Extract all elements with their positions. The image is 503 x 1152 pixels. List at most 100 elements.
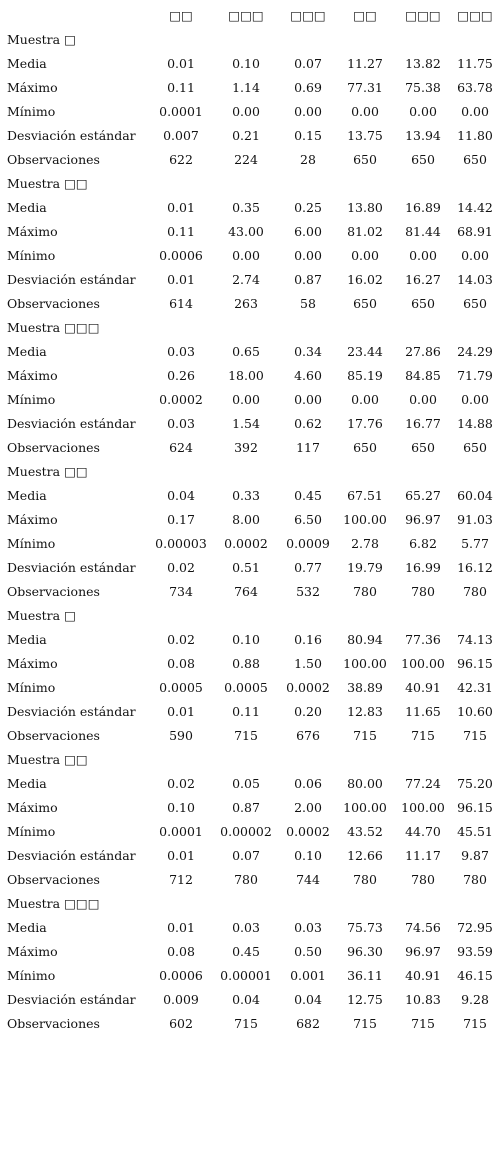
cell-value: 650 [353, 152, 377, 167]
cell-value: 24.29 [457, 344, 493, 359]
row-label: Observaciones [7, 584, 100, 599]
cell-value: 65.27 [405, 488, 441, 503]
cell-value: 16.77 [405, 416, 441, 431]
cell-value: 0.08 [167, 944, 195, 959]
cell-value: 16.02 [347, 272, 383, 287]
cell-value: 0.77 [294, 560, 322, 575]
cell-value: 0.007 [163, 128, 199, 143]
cell-value: 0.08 [167, 656, 195, 671]
cell-value: 0.62 [294, 416, 322, 431]
row-label: Desviación estándar [7, 704, 136, 719]
cell-value: 715 [353, 728, 377, 743]
cell-value: 0.01 [167, 200, 195, 215]
cell-value: 11.80 [457, 128, 493, 143]
cell-value: 0.11 [167, 80, 195, 95]
row-label: Observaciones [7, 296, 100, 311]
cell-value: 96.30 [347, 944, 383, 959]
cell-value: 715 [411, 1016, 435, 1031]
cell-value: 6.00 [294, 224, 322, 239]
cell-value: 77.31 [347, 80, 383, 95]
cell-value: 0.00 [294, 392, 322, 407]
cell-value: 0.11 [232, 704, 260, 719]
section-title: Muestra □ [7, 608, 76, 623]
cell-value: 6.50 [294, 512, 322, 527]
row-label: Máximo [7, 800, 58, 815]
cell-value: 0.87 [232, 800, 260, 815]
row-label: Mínimo [7, 968, 56, 983]
cell-value: 0.20 [294, 704, 322, 719]
cell-value: 18.00 [228, 368, 264, 383]
cell-value: 0.04 [294, 992, 322, 1007]
row-label: Desviación estándar [7, 416, 136, 431]
cell-value: 0.00 [409, 392, 437, 407]
cell-value: 8.00 [232, 512, 260, 527]
cell-value: 0.00003 [155, 536, 207, 551]
cell-value: 780 [463, 584, 487, 599]
cell-value: 715 [234, 728, 258, 743]
cell-value: 12.75 [347, 992, 383, 1007]
cell-value: 715 [463, 1016, 487, 1031]
cell-value: 0.00 [232, 104, 260, 119]
cell-value: 590 [169, 728, 193, 743]
cell-value: 715 [234, 1016, 258, 1031]
cell-value: 650 [411, 296, 435, 311]
cell-value: 96.97 [405, 512, 441, 527]
cell-value: 0.03 [167, 416, 195, 431]
cell-value: 13.80 [347, 200, 383, 215]
cell-value: 0.00 [351, 392, 379, 407]
cell-value: 117 [296, 440, 320, 455]
cell-value: 780 [353, 872, 377, 887]
cell-value: 676 [296, 728, 320, 743]
cell-value: 63.78 [457, 80, 493, 95]
cell-value: 71.79 [457, 368, 493, 383]
cell-value: 0.001 [290, 968, 326, 983]
cell-value: 68.91 [457, 224, 493, 239]
cell-value: 624 [169, 440, 193, 455]
cell-value: 77.36 [405, 632, 441, 647]
cell-value: 650 [411, 152, 435, 167]
cell-value: 100.00 [401, 656, 445, 671]
cell-value: 224 [234, 152, 258, 167]
cell-value: 9.28 [461, 992, 489, 1007]
cell-value: 764 [234, 584, 258, 599]
column-header: □□□ [405, 8, 441, 23]
cell-value: 650 [463, 440, 487, 455]
cell-value: 780 [411, 872, 435, 887]
column-header: □□ [169, 8, 193, 23]
cell-value: 0.03 [167, 344, 195, 359]
cell-value: 96.97 [405, 944, 441, 959]
cell-value: 84.85 [405, 368, 441, 383]
cell-value: 16.27 [405, 272, 441, 287]
cell-value: 650 [353, 296, 377, 311]
cell-value: 744 [296, 872, 320, 887]
cell-value: 58 [300, 296, 316, 311]
cell-value: 734 [169, 584, 193, 599]
cell-value: 100.00 [343, 800, 387, 815]
cell-value: 392 [234, 440, 258, 455]
cell-value: 715 [353, 1016, 377, 1031]
cell-value: 81.44 [405, 224, 441, 239]
cell-value: 6.82 [409, 536, 437, 551]
cell-value: 650 [463, 296, 487, 311]
cell-value: 5.77 [461, 536, 489, 551]
cell-value: 0.00 [294, 248, 322, 263]
cell-value: 100.00 [343, 656, 387, 671]
row-label: Máximo [7, 656, 58, 671]
cell-value: 44.70 [405, 824, 441, 839]
cell-value: 11.27 [347, 56, 383, 71]
cell-value: 0.04 [167, 488, 195, 503]
row-label: Mínimo [7, 536, 56, 551]
cell-value: 0.34 [294, 344, 322, 359]
row-label: Desviación estándar [7, 128, 136, 143]
cell-value: 96.15 [457, 656, 493, 671]
cell-value: 0.05 [232, 776, 260, 791]
cell-value: 12.83 [347, 704, 383, 719]
cell-value: 100.00 [343, 512, 387, 527]
cell-value: 23.44 [347, 344, 383, 359]
cell-value: 43.52 [347, 824, 383, 839]
cell-value: 46.15 [457, 968, 493, 983]
cell-value: 0.17 [167, 512, 195, 527]
cell-value: 11.75 [457, 56, 493, 71]
cell-value: 0.10 [294, 848, 322, 863]
cell-value: 75.20 [457, 776, 493, 791]
